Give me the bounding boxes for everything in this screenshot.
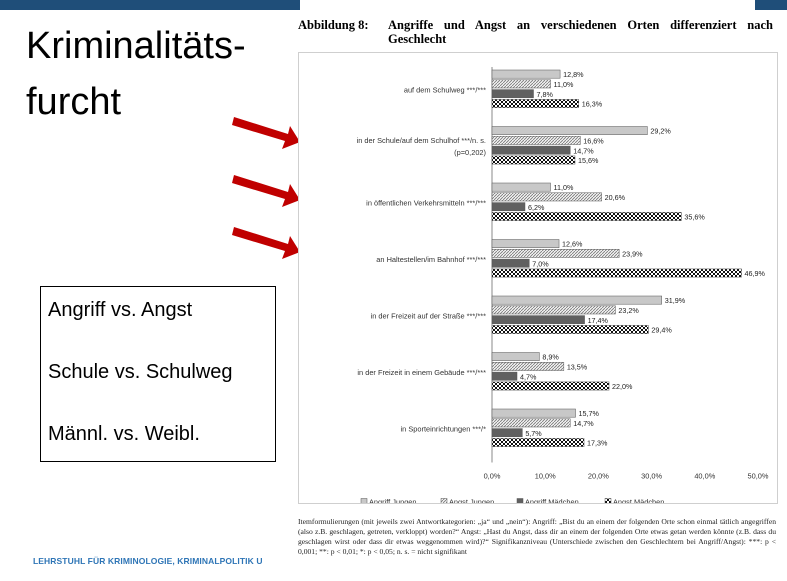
slide-title-line1: Kriminalitäts- <box>26 25 246 67</box>
data-label: 23,9% <box>622 250 643 259</box>
data-label: 15,6% <box>578 156 599 165</box>
data-label: 29,2% <box>650 127 671 136</box>
data-label: 14,7% <box>573 419 594 428</box>
category-label: in der Freizeit in einem Gebäude ***/*** <box>357 368 486 377</box>
bar-angriff-mädchen <box>491 371 518 381</box>
slide-title: Kriminalitäts- furcht <box>26 18 246 130</box>
data-label: 29,4% <box>651 326 672 335</box>
bar-angst-jungen <box>491 79 551 89</box>
figure-title-text: Angriffe und Angst an verschiedenen Orte… <box>388 18 773 46</box>
data-label: 11,0% <box>554 80 574 89</box>
chart-frame: auf dem Schulweg ***/*** in der Schule/au… <box>298 52 778 507</box>
x-tick-label: 30,0% <box>641 472 662 481</box>
summary-line-1: Angriff vs. Angst <box>48 299 193 321</box>
bar-angriff-mädchen <box>491 258 530 268</box>
bar-angst-jungen <box>491 305 616 315</box>
bar-angriff-mädchen <box>491 145 571 155</box>
top-accent-bar <box>0 0 300 10</box>
summary-line-3: Männl. vs. Weibl. <box>48 423 200 445</box>
bar-angriff-jungen <box>491 69 561 79</box>
data-label: 22,0% <box>612 382 633 391</box>
x-tick-label: 40,0% <box>694 472 715 481</box>
bar-angriff-jungen <box>491 239 560 248</box>
data-label: 15,7% <box>579 409 600 418</box>
data-label: 20,6% <box>605 193 626 202</box>
data-label: 4,7% <box>520 372 537 381</box>
bar-angriff-jungen <box>491 408 576 418</box>
bar-angst-mädchen <box>491 268 742 278</box>
bar-angst-mädchen <box>491 381 610 391</box>
red-arrow-icon <box>232 175 300 207</box>
category-label: in öffentlichen Verkehrsmitteln ***/*** <box>366 199 486 208</box>
data-label: 16,6% <box>583 137 604 146</box>
x-tick-label: 10,0% <box>535 472 556 481</box>
data-label: 5,7% <box>525 429 542 438</box>
data-label: 35,6% <box>684 213 705 222</box>
legend-label: Angst Jungen <box>449 498 494 504</box>
summary-box: Angriff vs. Angst Schule vs. Schulweg Mä… <box>40 286 276 462</box>
legend-swatch <box>516 498 524 505</box>
data-label: 7,8% <box>536 90 553 99</box>
bar-chart: auf dem Schulweg ***/*** in der Schule/au… <box>357 67 769 507</box>
bar-angriff-mädchen <box>491 315 585 325</box>
bar-angriff-jungen <box>491 182 551 192</box>
red-arrow-icon <box>232 227 300 259</box>
data-label: 17,4% <box>588 316 609 325</box>
data-label: 7,0% <box>532 259 549 268</box>
legend-label: Angriff Mädchen <box>525 498 579 504</box>
bar-angriff-mädchen <box>491 428 523 438</box>
bar-angst-mädchen <box>491 155 576 165</box>
data-label: 12,6% <box>562 240 583 249</box>
bar-angst-jungen <box>491 136 581 145</box>
bar-angriff-mädchen <box>491 202 526 212</box>
slide-title-line2: furcht <box>26 81 122 123</box>
category-label: in der Freizeit auf der Straße ***/*** <box>371 312 487 321</box>
category-label: an Haltestellen/im Bahnhof ***/*** <box>376 255 486 264</box>
data-label: 31,9% <box>665 296 686 305</box>
data-label: 46,9% <box>745 269 766 278</box>
data-label: 11,0% <box>554 183 574 192</box>
bar-angst-jungen <box>491 418 571 428</box>
data-label: 6,2% <box>528 203 545 212</box>
data-label: 16,3% <box>582 100 603 109</box>
red-arrow-icon <box>232 117 300 149</box>
top-accent-bar-right <box>755 0 787 10</box>
bar-angst-mädchen <box>491 438 585 447</box>
bar-angst-mädchen <box>491 325 649 334</box>
data-label: 17,3% <box>587 439 608 448</box>
bar-angst-jungen <box>491 362 565 371</box>
category-label: in der Schule/auf dem Schulhof ***/n. s. <box>357 136 486 145</box>
legend-label: Angst Mädchen <box>613 498 664 504</box>
x-tick-label: 0,0% <box>484 472 501 481</box>
legend-swatch <box>604 498 612 505</box>
x-tick-label: 50,0% <box>748 472 769 481</box>
figure-note: Itemformulierungen (mit jeweils zwei Ant… <box>298 517 776 556</box>
bar-angst-jungen <box>491 249 620 258</box>
category-label: auf dem Schulweg ***/*** <box>404 86 486 95</box>
data-label: 13,5% <box>567 363 588 372</box>
data-label: 8,9% <box>542 353 559 362</box>
legend-swatch <box>360 498 368 505</box>
category-label: in Sporteinrichtungen ***/* <box>401 425 487 434</box>
category-label: (p=0,202) <box>454 148 486 157</box>
x-tick-label: 20,0% <box>588 472 609 481</box>
legend-label: Angriff Jungen <box>369 498 417 504</box>
summary-line-2: Schule vs. Schulweg <box>48 361 233 383</box>
bar-angriff-mädchen <box>491 89 534 99</box>
footer-chair-name: LEHRSTUHL FÜR KRIMINOLOGIE, KRIMINALPOLI… <box>33 556 263 566</box>
bar-angst-mädchen <box>491 99 579 108</box>
figure-number: Abbildung 8: <box>298 18 369 32</box>
data-label: 23,2% <box>618 306 639 315</box>
bar-angriff-jungen <box>491 295 662 305</box>
legend-swatch <box>440 498 448 505</box>
bar-angriff-jungen <box>491 352 540 361</box>
bar-angriff-jungen <box>491 126 648 135</box>
bar-angst-jungen <box>491 192 602 202</box>
data-label: 14,7% <box>573 146 594 155</box>
bar-angst-mädchen <box>491 212 682 221</box>
data-label: 12,8% <box>563 70 584 79</box>
